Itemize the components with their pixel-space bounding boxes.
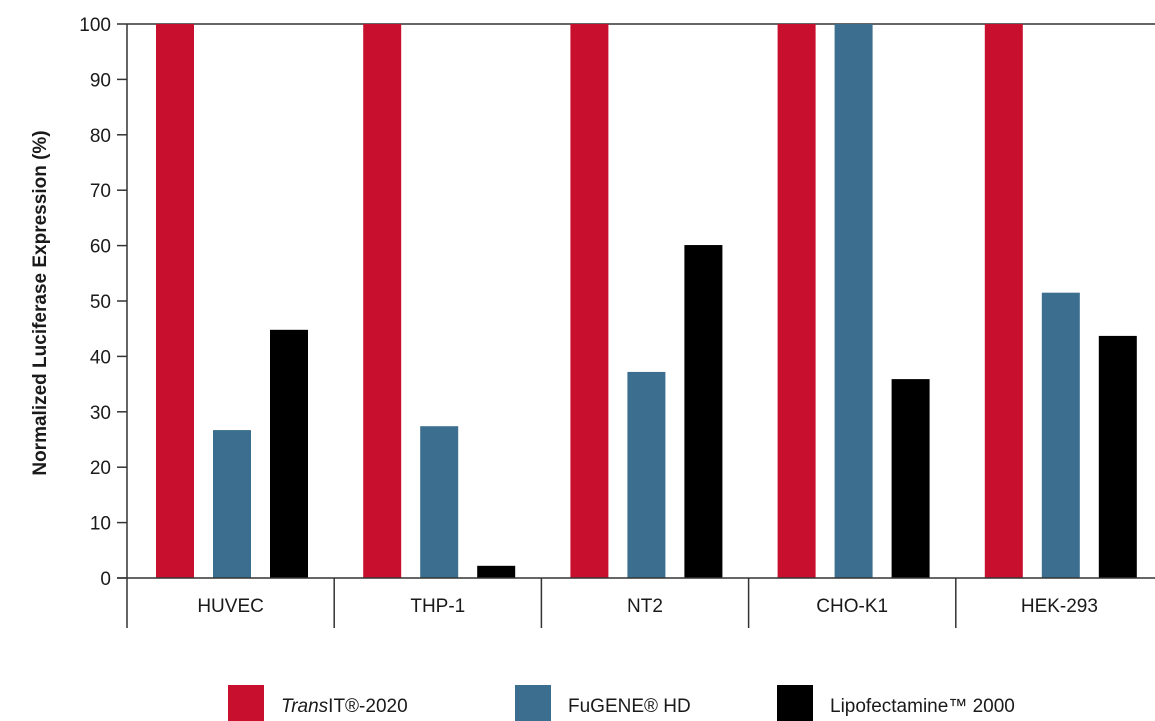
legend-label: Lipofectamine™ 2000 (830, 696, 1015, 717)
y-tick-label: 20 (90, 458, 111, 479)
y-axis-title: Normalized Luciferase Expression (%) (30, 130, 51, 475)
y-tick-label: 40 (90, 347, 111, 368)
legend-label: TransIT®-2020 (281, 696, 408, 717)
bar (420, 426, 459, 578)
bars (156, 24, 1137, 578)
legend-swatch (515, 685, 551, 721)
legend-swatch (228, 685, 264, 721)
bar (627, 371, 666, 578)
bar (156, 24, 194, 578)
y-tick-label: 80 (90, 126, 111, 147)
y-tick-label: 60 (90, 237, 111, 258)
y-tick-label: 50 (90, 292, 111, 313)
x-axis: HUVEC THP-1 NT2 CHO-K1 HEK-293 (117, 577, 1155, 628)
x-category-label: THP-1 (410, 596, 465, 617)
y-tick-label: 100 (79, 15, 111, 36)
y-tick-label: 0 (100, 569, 111, 590)
legend-swatch (777, 685, 813, 721)
y-tick-label: 30 (90, 403, 111, 424)
bar (363, 24, 402, 578)
legend-label: FuGENE® HD (568, 696, 691, 717)
x-category-label: CHO-K1 (816, 596, 888, 617)
bar (270, 329, 308, 578)
bar (1098, 335, 1137, 578)
y-tick-label: 70 (90, 181, 111, 202)
bar (570, 24, 609, 578)
y-tick-label: 90 (90, 70, 111, 91)
y-tick-label: 10 (90, 514, 111, 535)
bar (777, 24, 816, 578)
bar (891, 379, 930, 578)
bar (834, 24, 873, 578)
bar (213, 430, 251, 578)
x-category-label: HUVEC (197, 596, 264, 617)
bar (477, 565, 516, 578)
bar (684, 245, 723, 578)
x-category-label: HEK-293 (1021, 596, 1098, 617)
x-category-label: NT2 (627, 596, 663, 617)
bar (984, 24, 1023, 578)
bar (1041, 292, 1080, 578)
y-axis: 0 10 20 30 40 50 60 70 80 90 100 (79, 15, 1155, 590)
legend: TransIT®-2020 FuGENE® HD Lipofectamine™ 20… (228, 685, 1015, 721)
